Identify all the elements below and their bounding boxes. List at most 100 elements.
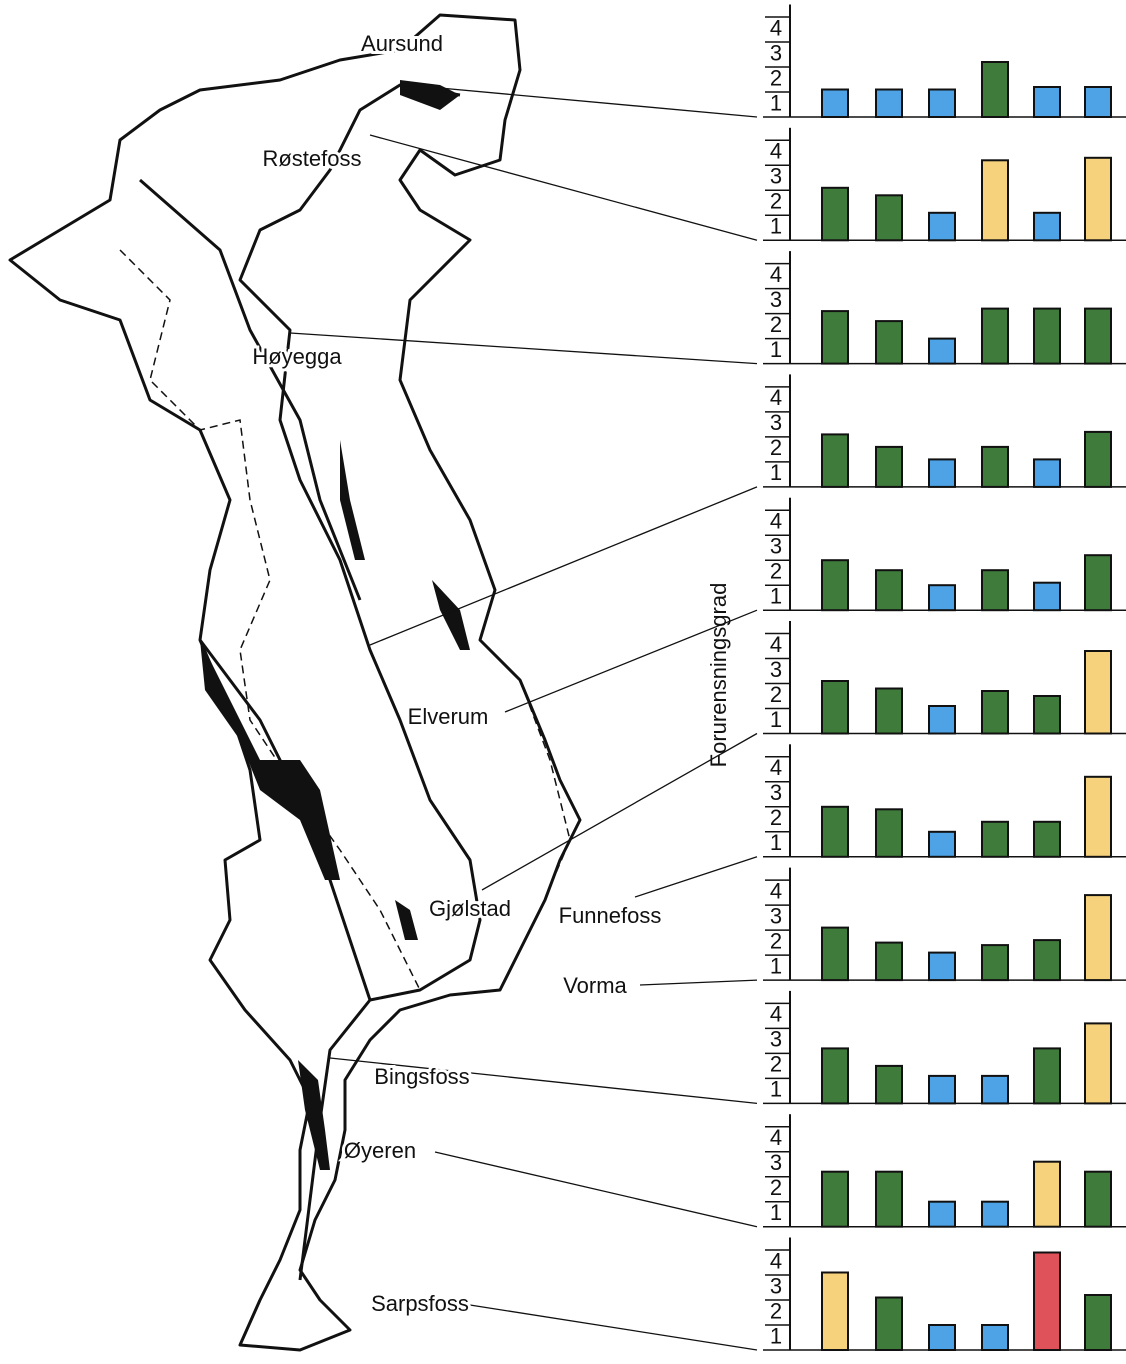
- leader-line: [434, 1151, 758, 1228]
- y-tick-label: 3: [770, 287, 782, 312]
- bar: [1084, 86, 1112, 118]
- y-tick-label: 4: [770, 1125, 782, 1150]
- y-tick-label: 3: [770, 164, 782, 189]
- y-tick-label: 3: [770, 1150, 782, 1175]
- bar: [821, 680, 849, 735]
- bar: [1084, 307, 1112, 365]
- station-label: Røstefoss: [262, 146, 361, 171]
- bar: [875, 88, 903, 118]
- y-tick-label: 2: [770, 559, 782, 584]
- bar: [928, 88, 956, 118]
- bar: [875, 569, 903, 612]
- bar: [928, 1200, 956, 1228]
- bar: [928, 1074, 956, 1105]
- bar: [981, 307, 1009, 365]
- bar: [1084, 1170, 1112, 1228]
- lake: [395, 900, 418, 940]
- lake: [298, 1060, 330, 1170]
- leader-line: [481, 732, 758, 891]
- y-tick-label: 2: [770, 682, 782, 707]
- bar: [928, 951, 956, 982]
- y-tick-label: 3: [770, 1273, 782, 1298]
- y-tick-label: 2: [770, 1298, 782, 1323]
- bar: [821, 1170, 849, 1228]
- y-tick-label: 3: [770, 1027, 782, 1052]
- bar: [1084, 650, 1112, 735]
- leader-line: [289, 332, 758, 365]
- bar: [928, 211, 956, 242]
- y-tick-label: 1: [770, 460, 782, 485]
- bar: [928, 830, 956, 858]
- y-tick-label: 1: [770, 1323, 782, 1348]
- y-tick-label: 1: [770, 337, 782, 362]
- y-tick-label: 4: [770, 1002, 782, 1027]
- y-tick-label: 1: [770, 214, 782, 239]
- y-tick-label: 4: [770, 262, 782, 287]
- y-tick-label: 3: [770, 903, 782, 928]
- bar: [821, 186, 849, 242]
- bar: [981, 445, 1009, 488]
- y-tick-label: 4: [770, 385, 782, 410]
- station-label: Øyeren: [344, 1138, 416, 1163]
- bar: [875, 320, 903, 365]
- station-label: Bingsfoss: [374, 1064, 469, 1089]
- bar: [875, 1064, 903, 1105]
- lake: [400, 80, 460, 110]
- bar: [928, 337, 956, 365]
- bar: [981, 1200, 1009, 1228]
- y-tick-label: 2: [770, 435, 782, 460]
- bar: [821, 1271, 849, 1351]
- bar: [875, 687, 903, 735]
- y-tick-label: 4: [770, 139, 782, 164]
- bar: [981, 61, 1009, 118]
- bar: [981, 159, 1009, 242]
- y-tick-label: 4: [770, 509, 782, 534]
- y-tick-label: 4: [770, 15, 782, 40]
- basin-outline: [8, 13, 582, 1352]
- bar: [821, 805, 849, 858]
- river: [139, 178, 362, 601]
- bar: [928, 705, 956, 735]
- county-border: [519, 679, 571, 911]
- y-tick-label: 3: [770, 657, 782, 682]
- bar: [981, 1324, 1009, 1351]
- bar: [1084, 775, 1112, 858]
- bar: [821, 926, 849, 982]
- y-tick-label: 1: [770, 830, 782, 855]
- bar: [1033, 458, 1061, 488]
- y-tick-label: 4: [770, 1248, 782, 1273]
- y-tick-label: 4: [770, 755, 782, 780]
- bar: [981, 944, 1009, 982]
- leader-line: [369, 134, 758, 241]
- bar: [928, 458, 956, 488]
- station-label: Vorma: [563, 973, 627, 998]
- lake: [432, 580, 470, 650]
- bar: [875, 194, 903, 242]
- bar: [1033, 695, 1061, 735]
- lake: [340, 440, 365, 560]
- bar: [1033, 86, 1061, 118]
- y-tick-label: 2: [770, 928, 782, 953]
- bar: [821, 88, 849, 118]
- station-label: Høyegga: [252, 344, 342, 369]
- y-tick-label: 1: [770, 1077, 782, 1102]
- y-tick-label: 3: [770, 780, 782, 805]
- bar: [981, 1074, 1009, 1105]
- y-tick-label: 1: [770, 90, 782, 115]
- station-label: Elverum: [408, 704, 489, 729]
- leader-line: [369, 486, 758, 646]
- bar: [981, 690, 1009, 735]
- station-label: Aursund: [361, 31, 443, 56]
- bar: [1033, 307, 1061, 365]
- river: [238, 83, 482, 1281]
- bar: [875, 1296, 903, 1351]
- y-tick-label: 3: [770, 40, 782, 65]
- bar: [1033, 1251, 1061, 1351]
- y-tick-label: 1: [770, 584, 782, 609]
- lake: [200, 640, 340, 880]
- county-border: [119, 249, 421, 991]
- y-tick-label: 1: [770, 953, 782, 978]
- bar: [1033, 939, 1061, 982]
- bar: [1084, 894, 1112, 982]
- y-tick-label: 2: [770, 805, 782, 830]
